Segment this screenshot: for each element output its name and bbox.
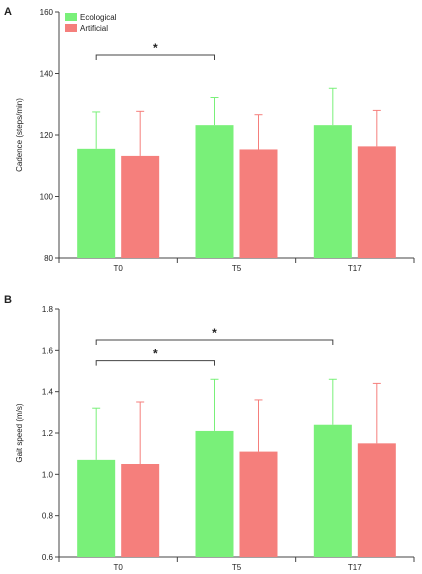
y-tick-label: 160: [40, 8, 54, 17]
y-tick-label: 140: [40, 70, 54, 79]
bar-ecological-t5: [195, 125, 234, 258]
bar-ecological-t0: [77, 148, 116, 258]
y-tick-label: 0.8: [42, 512, 54, 521]
bracket-line: [95, 360, 215, 366]
y-tick-label: 120: [40, 131, 54, 140]
y-tick-label: 1.4: [42, 388, 54, 397]
significance-bracket: *: [95, 347, 215, 366]
y-tick-label: 80: [44, 254, 53, 263]
panel-letter: B: [4, 294, 12, 306]
y-tick-label: 1.2: [42, 429, 54, 438]
x-tick-label: T17: [348, 563, 362, 572]
legend-label: Ecological: [80, 13, 117, 22]
panel-letter: A: [4, 6, 12, 18]
significance-star: *: [153, 41, 158, 55]
bar-artificial-t0: [121, 464, 160, 557]
bar-ecological-t17: [313, 424, 352, 557]
legend-swatch: [65, 13, 77, 21]
y-axis-label: Cadence (steps/min): [15, 98, 24, 172]
y-tick-label: 1.0: [42, 470, 54, 479]
bar-artificial-t17: [357, 146, 396, 258]
bar-ecological-t0: [77, 459, 116, 557]
y-tick-label: 100: [40, 193, 54, 202]
bar-artificial-t0: [121, 155, 160, 258]
y-tick-label: 1.6: [42, 346, 54, 355]
chart-panel-b: B 0.6 0.8 1.0 1.2 1.4 1.6 1.8 Gait speed (m/s) T0…: [4, 294, 415, 572]
legend-swatch: [65, 24, 77, 32]
significance-star: *: [153, 347, 158, 361]
significance-star: *: [212, 326, 217, 340]
x-tick-label: T17: [348, 264, 362, 273]
x-tick-label: T5: [232, 264, 242, 273]
significance-bracket: *: [95, 326, 334, 345]
bracket-line: [95, 54, 215, 61]
chart-panel-a: A 80 100 120 140 160 Cadence (steps/min) T0 T5 T1…: [4, 6, 415, 273]
legend-label: Artificial: [80, 24, 108, 33]
x-tick-label: T5: [232, 563, 242, 572]
bar-artificial-t5: [239, 451, 278, 557]
legend: Ecological Artificial: [65, 13, 117, 33]
bar-ecological-t5: [195, 430, 234, 557]
y-tick-label: 0.6: [42, 553, 54, 562]
bar-ecological-t17: [313, 125, 352, 258]
x-tick-label: T0: [114, 563, 124, 572]
significance-bracket: *: [95, 41, 215, 61]
x-tick-label: T0: [114, 264, 124, 273]
y-tick-label: 1.8: [42, 305, 54, 314]
y-axis-label: Gait speed (m/s): [15, 403, 24, 462]
bracket-line: [95, 339, 334, 345]
bar-artificial-t17: [357, 443, 396, 557]
bar-artificial-t5: [239, 149, 278, 258]
